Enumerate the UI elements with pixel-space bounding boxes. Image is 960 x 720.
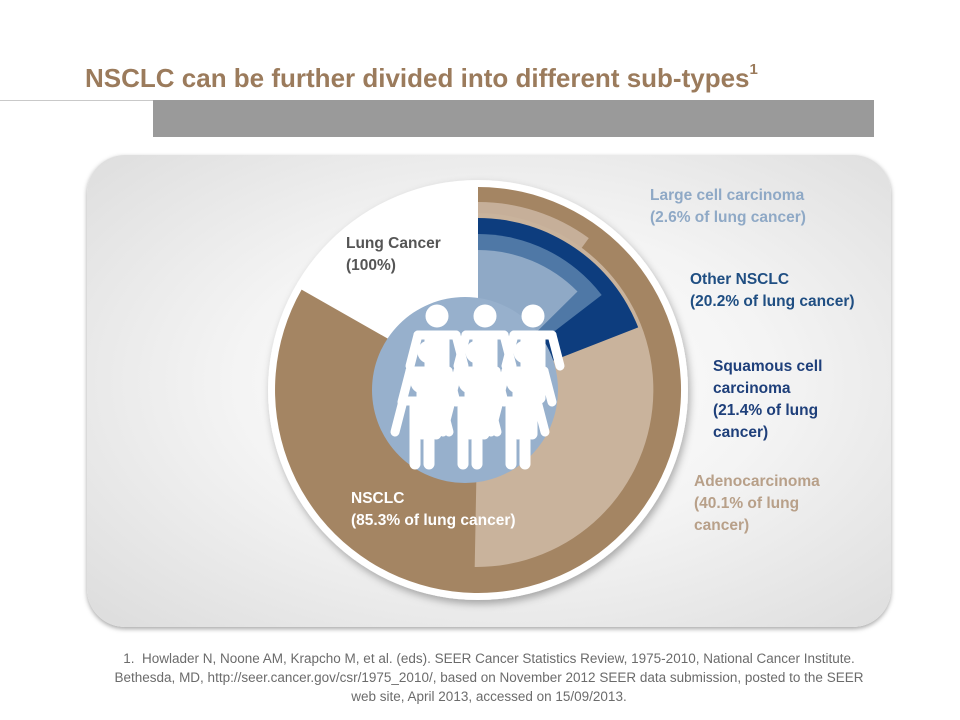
squamous-label-line: carcinoma bbox=[713, 380, 791, 397]
page-title: NSCLC can be further divided into differ… bbox=[85, 61, 758, 94]
title-bar bbox=[153, 100, 874, 137]
nsclc-label-line: (85.3% of lung cancer) bbox=[351, 512, 516, 529]
lung-cancer-label-line: Lung Cancer bbox=[346, 235, 441, 252]
footnote-line: web site, April 2013, accessed on 15/09/… bbox=[351, 689, 627, 704]
title-reference-mark: 1 bbox=[749, 61, 758, 79]
other-nsclc-label-line: Other NSCLC bbox=[690, 271, 790, 288]
adenocarcinoma-label-line: cancer) bbox=[694, 517, 750, 534]
header-rule bbox=[0, 100, 153, 101]
nsclc-label-line: NSCLC bbox=[351, 490, 405, 507]
squamous-label: Squamous cell carcinoma (21.4% of lung c… bbox=[713, 356, 822, 444]
footnote: 1. Howlader N, Noone AM, Krapcho M, et a… bbox=[24, 649, 954, 706]
squamous-label-line: cancer) bbox=[713, 424, 769, 441]
large-cell-label: Large cell carcinoma (2.6% of lung cance… bbox=[650, 185, 806, 229]
footnote-line: 1. Howlader N, Noone AM, Krapcho M, et a… bbox=[123, 651, 855, 666]
squamous-label-line: (21.4% of lung bbox=[713, 402, 819, 419]
page-title-text: NSCLC can be further divided into differ… bbox=[85, 63, 750, 93]
nsclc-label: NSCLC (85.3% of lung cancer) bbox=[351, 488, 516, 532]
large-cell-label-line: Large cell carcinoma bbox=[650, 187, 805, 204]
adenocarcinoma-label-line: Adenocarcinoma bbox=[694, 473, 820, 490]
footnote-line: Bethesda, MD, http://seer.cancer.gov/csr… bbox=[114, 670, 864, 685]
squamous-label-line: Squamous cell bbox=[713, 358, 823, 375]
adenocarcinoma-label: Adenocarcinoma (40.1% of lung cancer) bbox=[694, 471, 820, 537]
large-cell-label-line: (2.6% of lung cancer) bbox=[650, 209, 806, 226]
lung-cancer-label-line: (100%) bbox=[346, 257, 396, 274]
other-nsclc-label: Other NSCLC (20.2% of lung cancer) bbox=[690, 269, 855, 313]
other-nsclc-label-line: (20.2% of lung cancer) bbox=[690, 293, 855, 310]
adenocarcinoma-label-line: (40.1% of lung bbox=[694, 495, 800, 512]
lung-cancer-label: Lung Cancer (100%) bbox=[346, 233, 441, 277]
